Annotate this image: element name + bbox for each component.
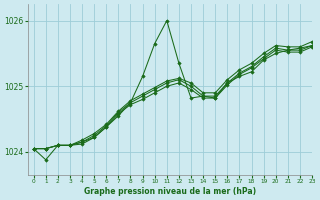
X-axis label: Graphe pression niveau de la mer (hPa): Graphe pression niveau de la mer (hPa) (84, 187, 256, 196)
